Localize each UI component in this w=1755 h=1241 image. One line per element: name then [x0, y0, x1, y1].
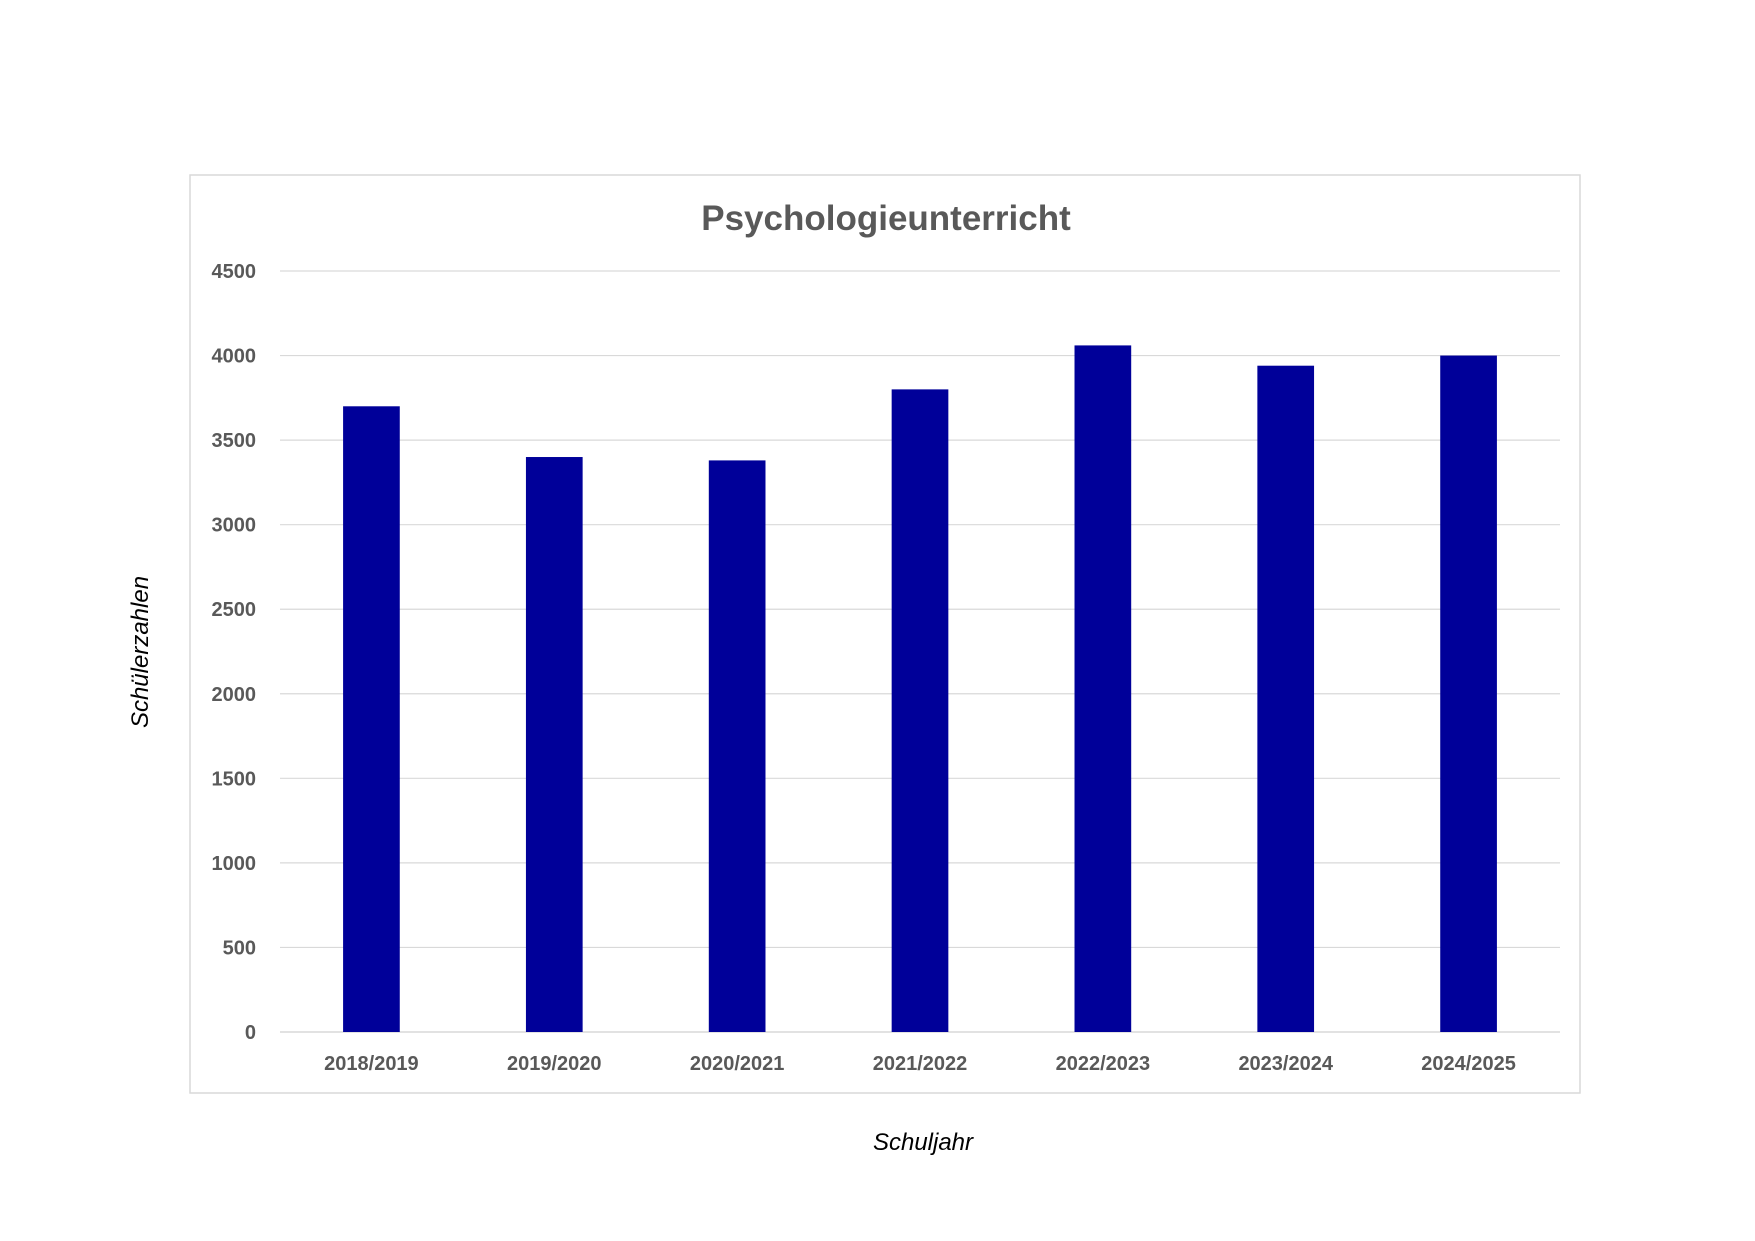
x-tick-label: 2021/2022: [873, 1053, 968, 1075]
x-tick-label: 2024/2025: [1421, 1053, 1516, 1075]
x-tick-label: 2022/2023: [1056, 1053, 1151, 1075]
y-tick-label: 1000: [212, 853, 257, 875]
chart-title: Psychologieunterricht: [701, 199, 1071, 238]
bar: [343, 406, 400, 1032]
x-axis-title: Schuljahr: [873, 1129, 974, 1156]
y-tick-label: 4500: [212, 261, 257, 283]
x-tick-label: 2020/2021: [690, 1053, 785, 1075]
bar: [525, 457, 583, 1032]
x-tick-label: 2019/2020: [507, 1053, 602, 1075]
x-tick-label: 2018/2019: [324, 1053, 419, 1075]
y-tick-label: 2000: [212, 684, 257, 706]
y-axis-title: Schülerzahlen: [127, 576, 154, 728]
y-tick-label: 2500: [212, 599, 257, 621]
chart-area-border: [189, 174, 1581, 1094]
bars: [343, 345, 1497, 1033]
y-tick-label: 0: [245, 1022, 256, 1044]
gridlines: [280, 270, 1560, 1033]
bar: [1440, 355, 1497, 1032]
x-axis-ticks: 2018/2019 2019/2020 2020/2021 2021/2022 2022…: [324, 1053, 1516, 1075]
y-tick-label: 1500: [212, 768, 257, 790]
y-tick-label: 4000: [212, 346, 257, 368]
y-tick-label: 3500: [212, 430, 257, 452]
x-tick-label: 2023/2024: [1238, 1053, 1333, 1075]
y-tick-label: 3000: [212, 515, 257, 537]
bar: [891, 389, 949, 1032]
bar: [1257, 365, 1315, 1032]
bar: [1074, 345, 1132, 1032]
y-tick-label: 500: [223, 937, 256, 959]
bar: [708, 460, 766, 1033]
y-axis-ticks: 0 500 1000 1500 2000 2500 3000 3500 4000 4500: [212, 261, 257, 1044]
